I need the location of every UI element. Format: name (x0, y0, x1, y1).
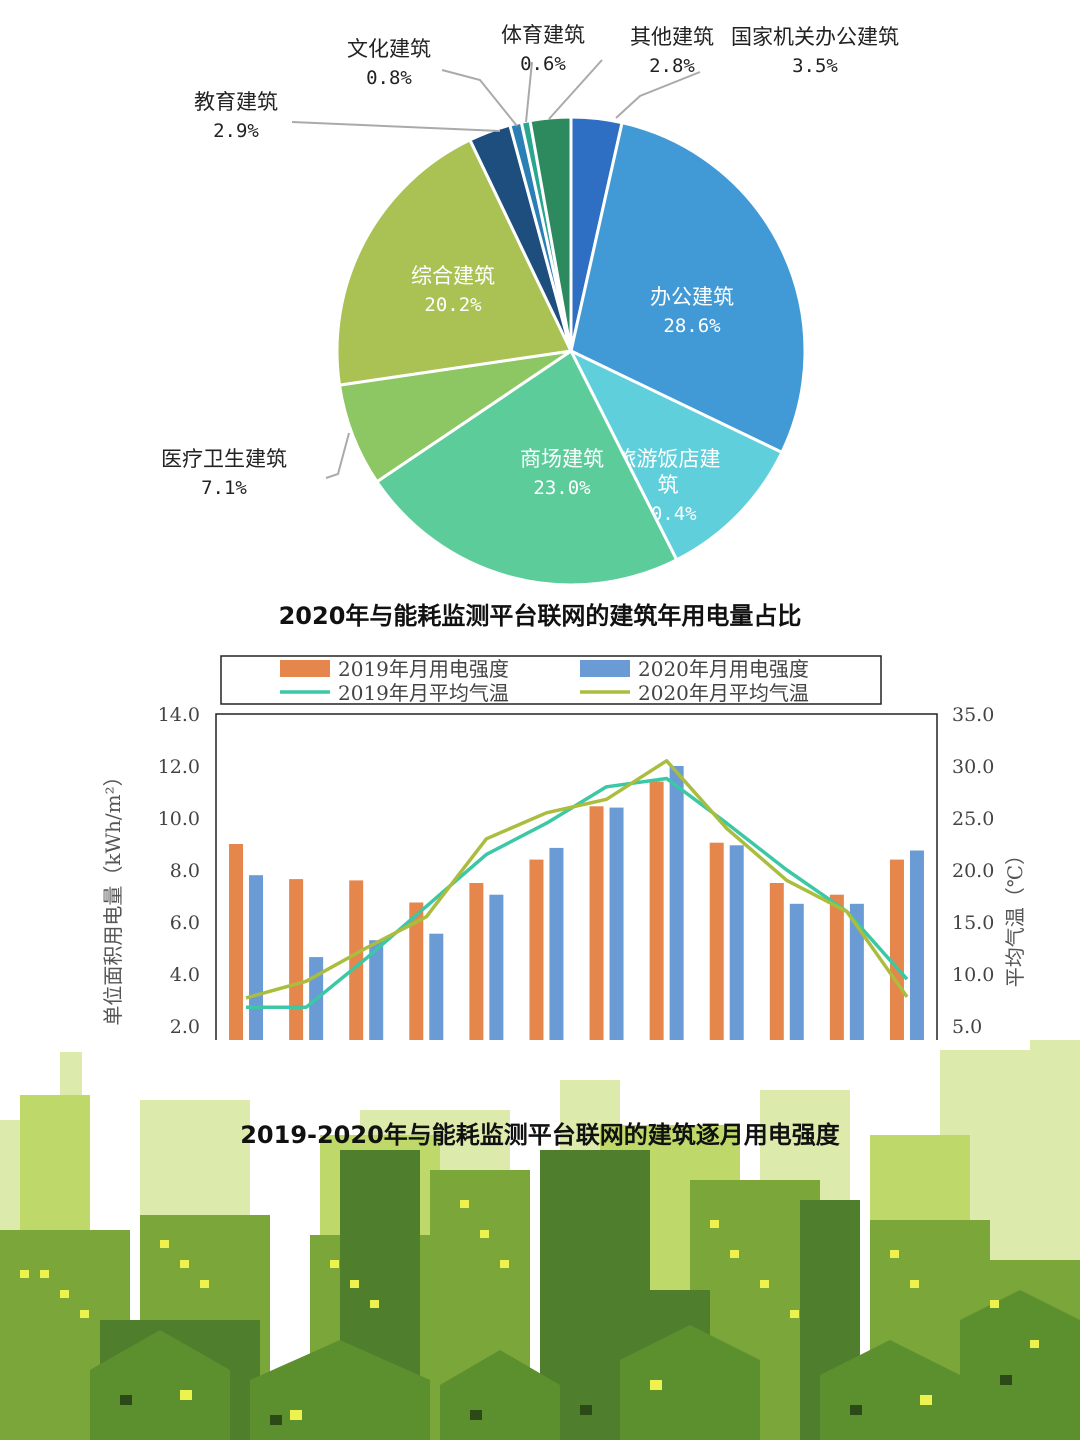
plot-area-frame (215, 713, 938, 1079)
y-tick-label: 14.0 (158, 704, 200, 726)
pie-label-name-5: 综合建筑 (411, 264, 495, 288)
bar-2020-1 (249, 875, 264, 1078)
pie-label-name-4: 医疗卫生建筑 (161, 447, 287, 471)
y2-tick-label: 15.0 (952, 912, 994, 934)
pie-label-1: 办公建筑 28.6% (650, 285, 734, 337)
bar-2019-11 (829, 894, 844, 1078)
pie-label-name-6: 教育建筑 (194, 90, 278, 114)
city-skyline-illustration (0, 1040, 1080, 1440)
y-tick-label: 4.0 (170, 964, 200, 986)
pie-slice-5 (335, 137, 574, 387)
bar-2020-11 (849, 903, 864, 1078)
y-tick-label: 2.0 (170, 1016, 200, 1038)
pie-label-name-1: 办公建筑 (650, 285, 734, 309)
legend: 2019年月用电强度 2020年月用电强度 2019年月平均气温 2020年月平均气温 (220, 655, 882, 705)
bar-2019-6 (529, 859, 544, 1078)
pie-label-8: 体育建筑 0.6% (501, 23, 585, 75)
pie-label-3: 商场建筑 23.0% (520, 447, 604, 499)
pie-label-value-6: 2.9% (213, 120, 259, 142)
bar-line-chart: 0.02.04.06.08.010.012.014.00.05.010.015.… (101, 655, 1027, 1117)
pie-label-7: 文化建筑 0.8% (347, 37, 431, 89)
y-tick-label: 8.0 (170, 860, 200, 882)
pie-label-name-0: 国家机关办公建筑 (731, 25, 899, 49)
pie-label-name-8: 体育建筑 (501, 23, 585, 47)
pie-label-value-7: 0.8% (366, 67, 412, 89)
bar-2019-9 (709, 842, 724, 1078)
legend-box (220, 655, 882, 705)
pie-slice-4 (337, 349, 572, 484)
bar-2019-4 (409, 902, 424, 1078)
bar-2020-7 (609, 807, 624, 1078)
bar-2020-10 (789, 903, 804, 1078)
pie-label-0: 国家机关办公建筑 3.5% (731, 25, 899, 77)
legend-label-1: 2020年月用电强度 (638, 657, 809, 681)
bar-2020-6 (549, 847, 564, 1078)
legend-swatch-0 (280, 660, 330, 677)
bar-2019-5 (469, 883, 484, 1078)
pie-chart: 国家机关办公建筑3.5%办公建筑28.6%旅游饭店建筑10.4%商场建筑23.0… (161, 23, 899, 587)
pie-label-9: 其他建筑 2.8% (630, 25, 714, 77)
y2-tick-label: 5.0 (952, 1016, 982, 1038)
pie-label-name-3: 商场建筑 (520, 447, 604, 471)
pie-label-name-7: 文化建筑 (347, 37, 431, 61)
pie-slice-3 (374, 348, 679, 587)
bar-2020-12 (909, 850, 924, 1078)
pie-leader-line-0 (615, 71, 701, 119)
pie-chart-title: 2020年与能耗监测平台联网的建筑年用电量占比 (278, 602, 802, 630)
pie-label-4: 医疗卫生建筑 7.1% (161, 447, 287, 499)
y2-tick-label: 20.0 (952, 860, 994, 882)
temperature-line-2020 (245, 759, 909, 1000)
pie-label-value-5: 20.2% (424, 294, 482, 316)
pie-label-6: 教育建筑 2.9% (194, 90, 278, 142)
y2-tick-label: 30.0 (952, 756, 994, 778)
legend-label-0: 2019年月用电强度 (338, 657, 509, 681)
bar-2020-5 (489, 894, 504, 1078)
pie-leader-line-8 (525, 61, 533, 123)
y2-tick-label: 25.0 (952, 808, 994, 830)
y2-tick-label: 10.0 (952, 964, 994, 986)
bar-2019-7 (589, 806, 604, 1078)
pie-label-name-9: 其他建筑 (630, 25, 714, 49)
bar-2019-3 (349, 880, 364, 1078)
pie-label-5: 综合建筑 20.2% (411, 264, 495, 316)
y-tick-label: 10.0 (158, 808, 200, 830)
legend-label-2: 2019年月平均气温 (338, 681, 509, 705)
pie-leader-line-9 (548, 59, 603, 120)
bar-2019-8 (649, 781, 664, 1078)
pie-label-name-2: 筑 (658, 473, 679, 497)
y-axis-label: 单位面积用电量（kWh/m²） (101, 766, 125, 1025)
y2-axis-label: 平均气温（℃） (1003, 845, 1027, 987)
pie-leader-line-7 (441, 69, 518, 127)
bar-2019-10 (769, 883, 784, 1078)
pie-slice-2 (567, 347, 784, 562)
pie-leader-line-6 (291, 121, 501, 132)
bar-chart-title: 2019-2020年与能耗监测平台联网的建筑逐月用电强度 (240, 1121, 840, 1149)
bar-2020-9 (729, 845, 744, 1078)
pie-leader-line-4 (325, 432, 350, 479)
bar-2020-8 (669, 766, 684, 1078)
pie-label-value-9: 2.8% (649, 55, 695, 77)
y-tick-label: 12.0 (158, 756, 200, 778)
pie-slice-1 (569, 120, 807, 455)
pie-label-value-4: 7.1% (201, 477, 247, 499)
legend-swatch-1 (580, 660, 630, 677)
bar-2019-2 (289, 879, 304, 1078)
pie-label-value-1: 28.6% (663, 315, 721, 337)
y-tick-label: 6.0 (170, 912, 200, 934)
bar-2019-1 (229, 844, 244, 1078)
pie-label-value-8: 0.6% (520, 53, 566, 75)
legend-label-3: 2020年月平均气温 (638, 681, 809, 705)
pie-label-value-3: 23.0% (533, 477, 591, 499)
pie-label-name-2: 旅游饭店建 (616, 447, 721, 471)
y2-tick-label: 35.0 (952, 704, 994, 726)
pie-label-value-0: 3.5% (792, 55, 838, 77)
